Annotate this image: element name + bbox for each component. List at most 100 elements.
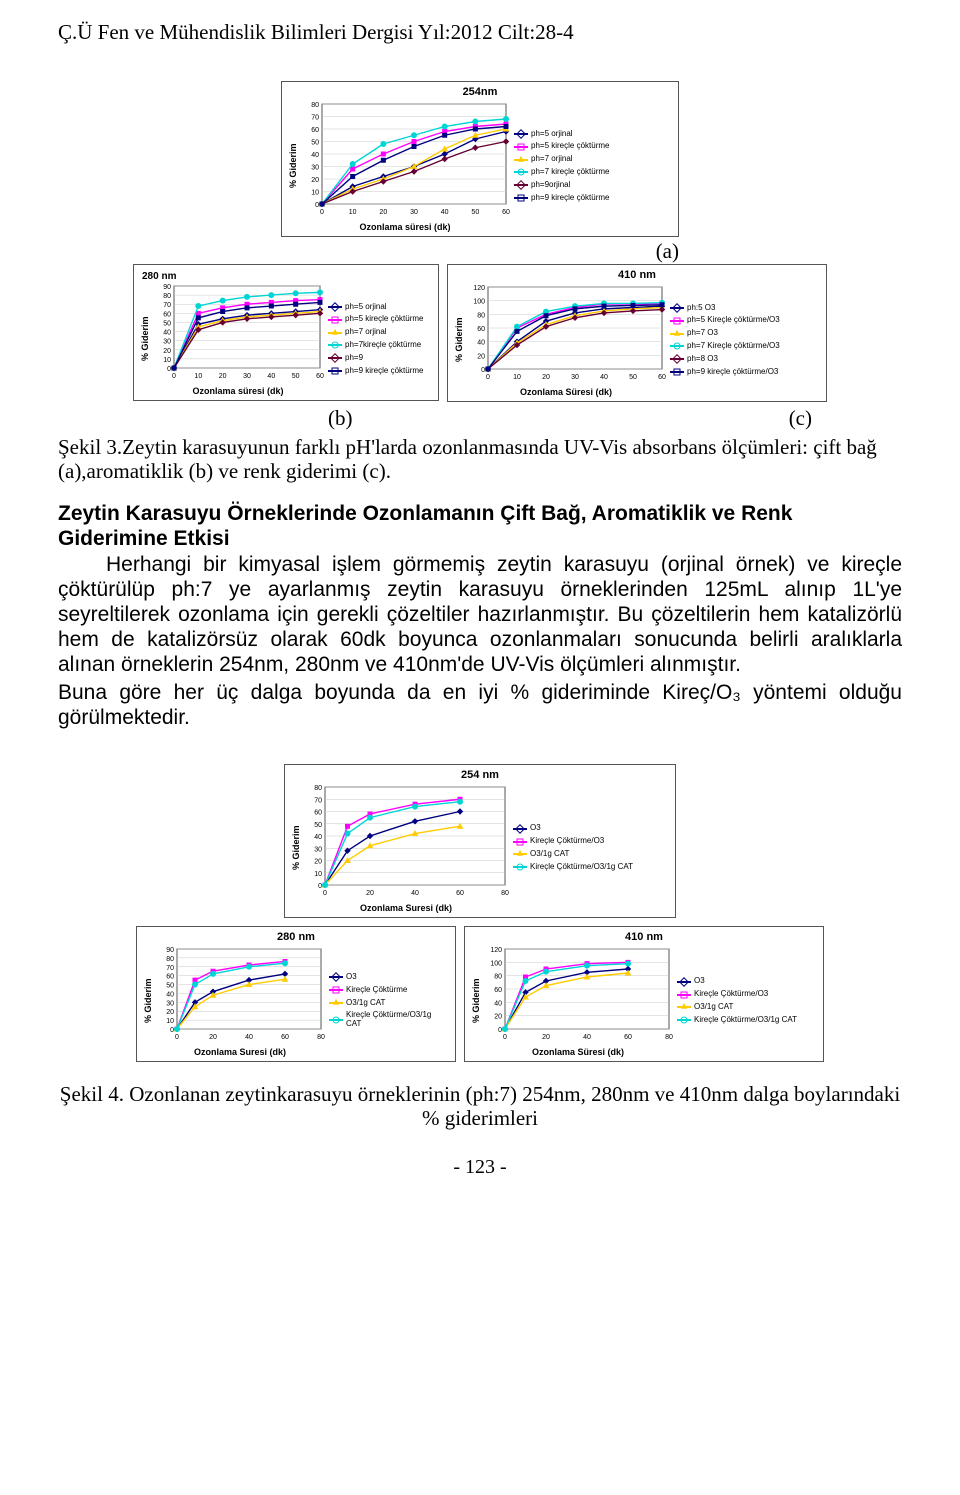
svg-text:40: 40 <box>163 330 171 337</box>
figure3-row-a: 254nm % Giderim 010203040506070800102030… <box>58 81 902 264</box>
plot-svg: 020406080100120020406080 <box>483 945 673 1045</box>
svg-text:10: 10 <box>166 1018 174 1025</box>
chart-legend: O3Kireçle Çöktürme/O3O3/1g CATKireçle Çö… <box>673 945 801 1057</box>
legend-item: ph=5 orjinal <box>328 303 423 312</box>
chart-legend: ph:5 O3ph=5 Kireçle çöktürme/O3ph=7 O3ph… <box>666 283 784 397</box>
svg-text:80: 80 <box>317 1034 325 1041</box>
svg-text:80: 80 <box>314 785 322 792</box>
y-axis-label: % Giderim <box>138 282 152 396</box>
svg-text:40: 40 <box>245 1034 253 1041</box>
svg-text:30: 30 <box>243 373 251 380</box>
svg-text:0: 0 <box>315 202 319 209</box>
svg-text:40: 40 <box>411 890 419 897</box>
svg-text:70: 70 <box>311 115 319 122</box>
legend-swatch <box>328 344 342 346</box>
legend-swatch <box>329 976 343 978</box>
svg-text:30: 30 <box>166 1000 174 1007</box>
svg-text:60: 60 <box>494 987 502 994</box>
svg-text:10: 10 <box>194 373 202 380</box>
journal-header: Ç.Ü Fen ve Mühendislik Bilimleri Dergisi… <box>58 20 902 45</box>
x-axis-label: Ozonlama Suresi (dk) <box>303 903 509 913</box>
legend-item: ph=7 Kireçle çöktürme/O3 <box>670 342 780 351</box>
legend-label: ph=7 Kireçle çöktürme/O3 <box>687 342 780 351</box>
legend-swatch <box>670 358 684 360</box>
legend-label: O3 <box>346 973 357 982</box>
plot-svg: 0204060801001200102030405060 <box>466 283 666 385</box>
plot-svg: 01020304050607080020406080 <box>303 783 509 901</box>
figure3-row-bc: 280 nm % Giderim 01020304050607080900102… <box>58 264 902 402</box>
chart-title: 254nm <box>286 86 674 98</box>
caption-prefix: Şekil 3. <box>58 435 122 459</box>
svg-text:20: 20 <box>379 209 387 216</box>
svg-text:0: 0 <box>481 367 485 374</box>
legend-label: Kireçle Çöktürme/O3/1g CAT <box>346 1011 447 1029</box>
legend-item: ph=7 kireçle çöktürme <box>514 168 609 177</box>
legend-label: O3 <box>530 824 541 833</box>
subfigure-label-b: (b) <box>328 406 353 431</box>
chart-legend: ph=5 orjinalph=5 kireçle çöktürmeph=7 or… <box>324 282 427 396</box>
legend-item: O3 <box>677 977 797 986</box>
svg-text:60: 60 <box>624 1034 632 1041</box>
x-axis-label: Ozonlama Suresi (dk) <box>155 1047 325 1057</box>
legend-swatch <box>328 306 342 308</box>
svg-text:10: 10 <box>349 209 357 216</box>
svg-text:100: 100 <box>490 960 502 967</box>
legend-item: O3/1g CAT <box>513 850 633 859</box>
svg-text:0: 0 <box>320 209 324 216</box>
legend-swatch <box>514 197 528 199</box>
legend-item: ph=9orjinal <box>514 181 609 190</box>
chart-280nm: 280 nm % Giderim 01020304050607080900102… <box>133 264 439 401</box>
svg-text:70: 70 <box>166 965 174 972</box>
svg-text:80: 80 <box>501 890 509 897</box>
legend-swatch <box>670 371 684 373</box>
svg-text:40: 40 <box>314 834 322 841</box>
x-axis-label: Ozonlama süresi (dk) <box>152 386 324 396</box>
legend-item: ph=9 kireçle çöktürme/O3 <box>670 368 780 377</box>
section-heading: Zeytin Karasuyu Örneklerinde Ozonlamanın… <box>58 501 902 551</box>
svg-text:20: 20 <box>219 373 227 380</box>
svg-text:50: 50 <box>292 373 300 380</box>
legend-label: Kireçle Çöktürme/O3 <box>530 837 604 846</box>
page-number: - 123 - <box>58 1156 902 1179</box>
legend-swatch <box>670 320 684 322</box>
svg-text:0: 0 <box>498 1027 502 1034</box>
legend-item: ph=9 kireçle çöktürme <box>514 194 609 203</box>
legend-swatch <box>328 319 342 321</box>
caption-text: Zeytin karasuyunun farklı pH'larda ozonl… <box>58 435 877 483</box>
svg-text:20: 20 <box>494 1014 502 1021</box>
plot-svg: 0102030405060708090020406080 <box>155 945 325 1045</box>
svg-text:30: 30 <box>314 846 322 853</box>
legend-item: Kireçle Çöktürme/O3/1g CAT <box>513 863 633 872</box>
legend-item: ph=7 orjinal <box>514 155 609 164</box>
legend-item: ph=7 O3 <box>670 329 780 338</box>
chart-title: 280 nm <box>138 269 434 282</box>
figure4-row-a: 254 nm % Giderim 01020304050607080020406… <box>58 764 902 918</box>
legend-label: ph=9 kireçle çöktürme/O3 <box>687 368 778 377</box>
legend-label: ph:5 O3 <box>687 304 715 313</box>
legend-swatch <box>328 357 342 359</box>
svg-text:50: 50 <box>471 209 479 216</box>
legend-item: Kireçle Çöktürme/O3 <box>513 837 633 846</box>
legend-item: ph=8 O3 <box>670 355 780 364</box>
svg-text:120: 120 <box>473 285 485 292</box>
subfigure-labels-row: (b) (c) <box>58 406 902 431</box>
legend-label: Kireçle Çöktürme/O3 <box>694 990 768 999</box>
svg-text:60: 60 <box>316 373 324 380</box>
svg-text:60: 60 <box>456 890 464 897</box>
y-axis-label: % Giderim <box>452 283 466 397</box>
svg-text:0: 0 <box>318 883 322 890</box>
legend-label: O3 <box>694 977 705 986</box>
svg-text:20: 20 <box>163 348 171 355</box>
legend-swatch <box>513 866 527 868</box>
figure4-caption: Şekil 4. Ozonlanan zeytinkarasuyu örnekl… <box>58 1082 902 1130</box>
legend-item: ph=7kireçle çöktürme <box>328 341 423 350</box>
chart-legend: O3 Kireçle Çöktürme/O3 O3/1g CAT Kireçle Çö… <box>509 783 637 913</box>
legend-label: O3/1g CAT <box>694 1003 733 1012</box>
legend-label: ph=5 kireçle çöktürme <box>345 315 423 324</box>
chart-title: 410 nm <box>452 269 822 281</box>
y-axis-label: % Giderim <box>469 945 483 1057</box>
legend-label: Kireçle Çöktürme/O3/1g CAT <box>530 863 633 872</box>
svg-text:10: 10 <box>311 190 319 197</box>
chart-legend: ph=5 orjinalph=5 kireçle çöktürmeph=7 or… <box>510 100 613 232</box>
chart-title: 254 nm <box>289 769 671 781</box>
